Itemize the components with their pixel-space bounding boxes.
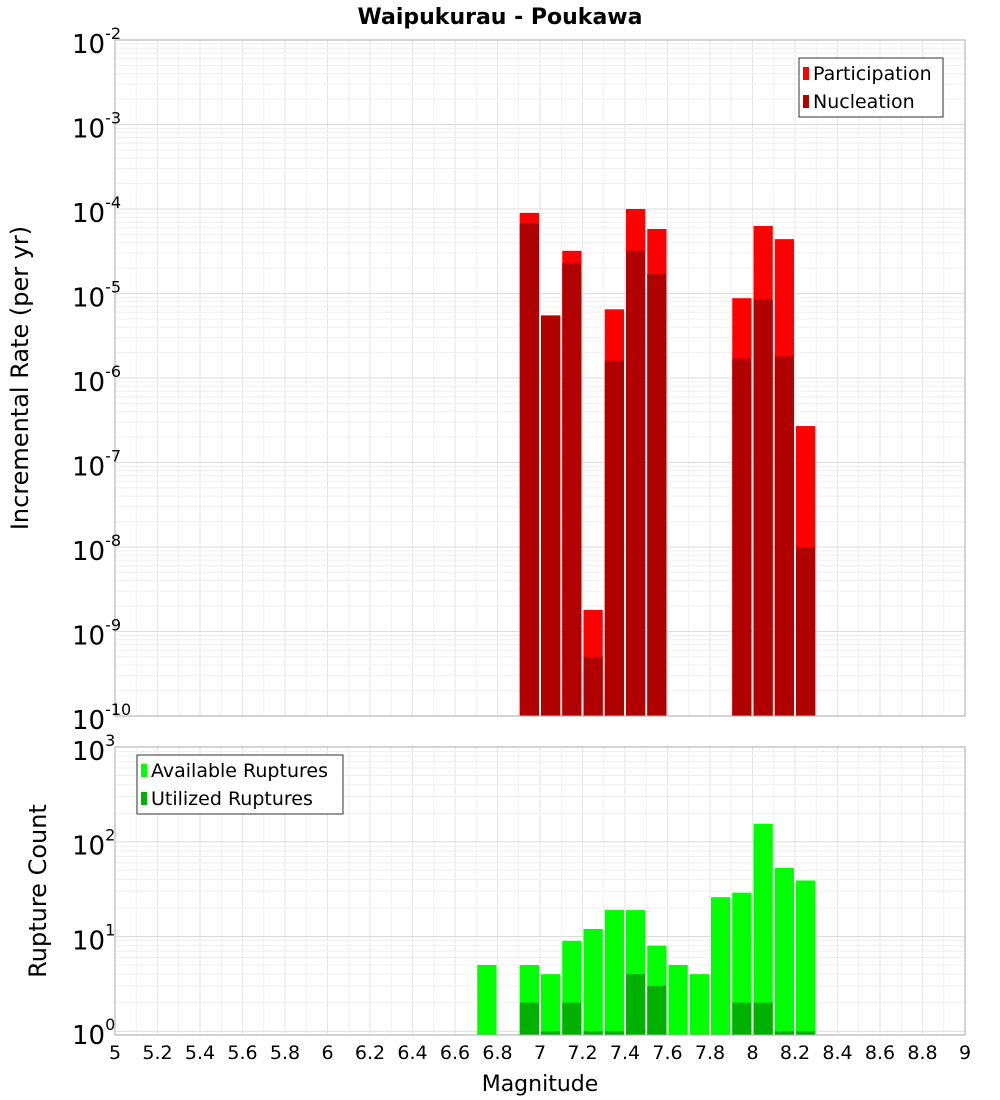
x-tick-label: 6.4 — [397, 1042, 427, 1064]
nucleation-bar — [796, 547, 816, 716]
legend-box — [136, 754, 344, 815]
utilized-ruptures-bar — [753, 1002, 773, 1035]
x-tick-label: 8.4 — [822, 1042, 852, 1064]
x-tick-label: 5 — [109, 1042, 121, 1064]
nucleation-bar — [583, 656, 603, 716]
y-tick-label: 10-3 — [72, 109, 121, 145]
rate-y-tick-labels: 10-10 10-9 10-8 10-7 10-6 10-5 10-4 10-3 10-2 — [72, 24, 131, 736]
x-tick-label: 9 — [959, 1042, 971, 1064]
legend-label: Participation — [813, 63, 932, 85]
x-tick-labels: 5 5.2 5.4 5.6 5.8 6 6.2 6.4 6.6 6.8 7 7.2 7.4 7.6 7.8 8… — [109, 1042, 971, 1064]
count-legend: Available Ruptures Utilized Ruptures — [136, 754, 344, 815]
y-tick-label: 10-2 — [72, 24, 121, 60]
available-ruptures-bar — [796, 880, 816, 1035]
y-tick-label: 103 — [72, 731, 115, 767]
available-ruptures-bar — [753, 823, 773, 1035]
x-tick-label: 6.8 — [482, 1042, 512, 1064]
legend-swatch — [141, 764, 147, 777]
available-ruptures-bar — [477, 964, 497, 1035]
nucleation-bar — [647, 274, 667, 716]
x-tick-label: 8.6 — [865, 1042, 895, 1064]
y-tick-label: 101 — [72, 920, 115, 956]
utilized-ruptures-bar — [626, 974, 646, 1035]
count-y-tick-labels: 100 101 102 103 — [72, 731, 115, 1051]
legend-label: Nucleation — [813, 91, 915, 113]
rate-grid — [114, 40, 966, 717]
utilized-ruptures-bar — [583, 1031, 603, 1035]
legend-swatch — [803, 67, 809, 80]
y-tick-label: 10-10 — [72, 700, 131, 736]
available-ruptures-bar — [689, 974, 709, 1035]
utilized-ruptures-bar — [541, 1031, 561, 1035]
available-ruptures-bar — [774, 867, 794, 1035]
x-tick-label: 5.4 — [185, 1042, 215, 1064]
x-tick-label: 6 — [321, 1042, 333, 1064]
rate-plot-border — [114, 39, 966, 717]
x-tick-label: 5.6 — [227, 1042, 257, 1064]
x-tick-label: 8.2 — [780, 1042, 810, 1064]
legend-box — [798, 57, 944, 118]
x-axis-label: Magnitude — [482, 1072, 599, 1097]
y-tick-label: 102 — [72, 826, 115, 862]
legend-label: Available Ruptures — [151, 760, 328, 782]
x-tick-label: 7 — [534, 1042, 546, 1064]
nucleation-bar — [541, 315, 561, 716]
count-grid — [114, 747, 966, 1035]
nucleation-bar — [562, 262, 582, 716]
count-plot-border — [114, 746, 966, 1036]
y-tick-label: 10-7 — [72, 447, 121, 483]
utilized-ruptures-bar — [774, 1031, 794, 1035]
x-tick-label: 6.2 — [355, 1042, 385, 1064]
y-tick-label: 10-8 — [72, 531, 121, 567]
nucleation-bar — [732, 358, 752, 716]
y-tick-label: 10-5 — [72, 278, 121, 314]
count-panel: 100 101 102 103 5 5.2 5.4 5.6 5.8 6 6.2 6.4 6.6 6.8 7… — [24, 731, 971, 1097]
y-tick-label: 10-6 — [72, 362, 121, 398]
x-tick-label: 7.6 — [652, 1042, 682, 1064]
utilized-ruptures-bar — [732, 1002, 752, 1035]
x-tick-label: 6.6 — [440, 1042, 470, 1064]
rate-panel: 10-10 10-9 10-8 10-7 10-6 10-5 10-4 10-3 10-2 In… — [6, 24, 966, 736]
nucleation-bar — [753, 299, 773, 716]
available-ruptures-bar — [604, 910, 624, 1035]
available-ruptures-bar — [541, 974, 561, 1035]
x-tick-label: 5.2 — [142, 1042, 172, 1064]
utilized-ruptures-bar — [562, 1002, 582, 1035]
available-ruptures-bar — [668, 964, 688, 1035]
available-ruptures-bar — [583, 928, 603, 1035]
nucleation-bar — [626, 250, 646, 716]
x-tick-label: 8 — [746, 1042, 758, 1064]
x-tick-label: 7.8 — [695, 1042, 725, 1064]
chart-title: Waipukurau - Poukawa — [358, 5, 643, 30]
utilized-ruptures-bar — [647, 986, 667, 1035]
x-tick-label: 5.8 — [270, 1042, 300, 1064]
count-y-axis-label: Rupture Count — [24, 804, 52, 978]
y-tick-label: 10-4 — [72, 193, 121, 229]
x-tick-label: 7.4 — [610, 1042, 640, 1064]
x-tick-label: 8.8 — [907, 1042, 937, 1064]
nucleation-bar — [519, 223, 539, 716]
nucleation-bar — [604, 360, 624, 716]
rate-bars — [519, 209, 816, 717]
rate-y-axis-label: Incremental Rate (per yr) — [6, 226, 34, 530]
nucleation-bar — [774, 356, 794, 716]
x-tick-label: 7.2 — [567, 1042, 597, 1064]
available-ruptures-bar — [711, 897, 731, 1035]
legend-label: Utilized Ruptures — [151, 788, 313, 810]
count-bars — [477, 823, 816, 1035]
legend-swatch — [141, 792, 147, 805]
utilized-ruptures-bar — [604, 1031, 624, 1035]
utilized-ruptures-bar — [796, 1031, 816, 1035]
rate-legend: Participation Nucleation — [798, 57, 944, 118]
y-tick-label: 100 — [72, 1015, 115, 1051]
available-ruptures-bar — [732, 892, 752, 1035]
legend-swatch — [803, 95, 809, 108]
utilized-ruptures-bar — [519, 1002, 539, 1035]
y-tick-label: 10-9 — [72, 616, 121, 652]
